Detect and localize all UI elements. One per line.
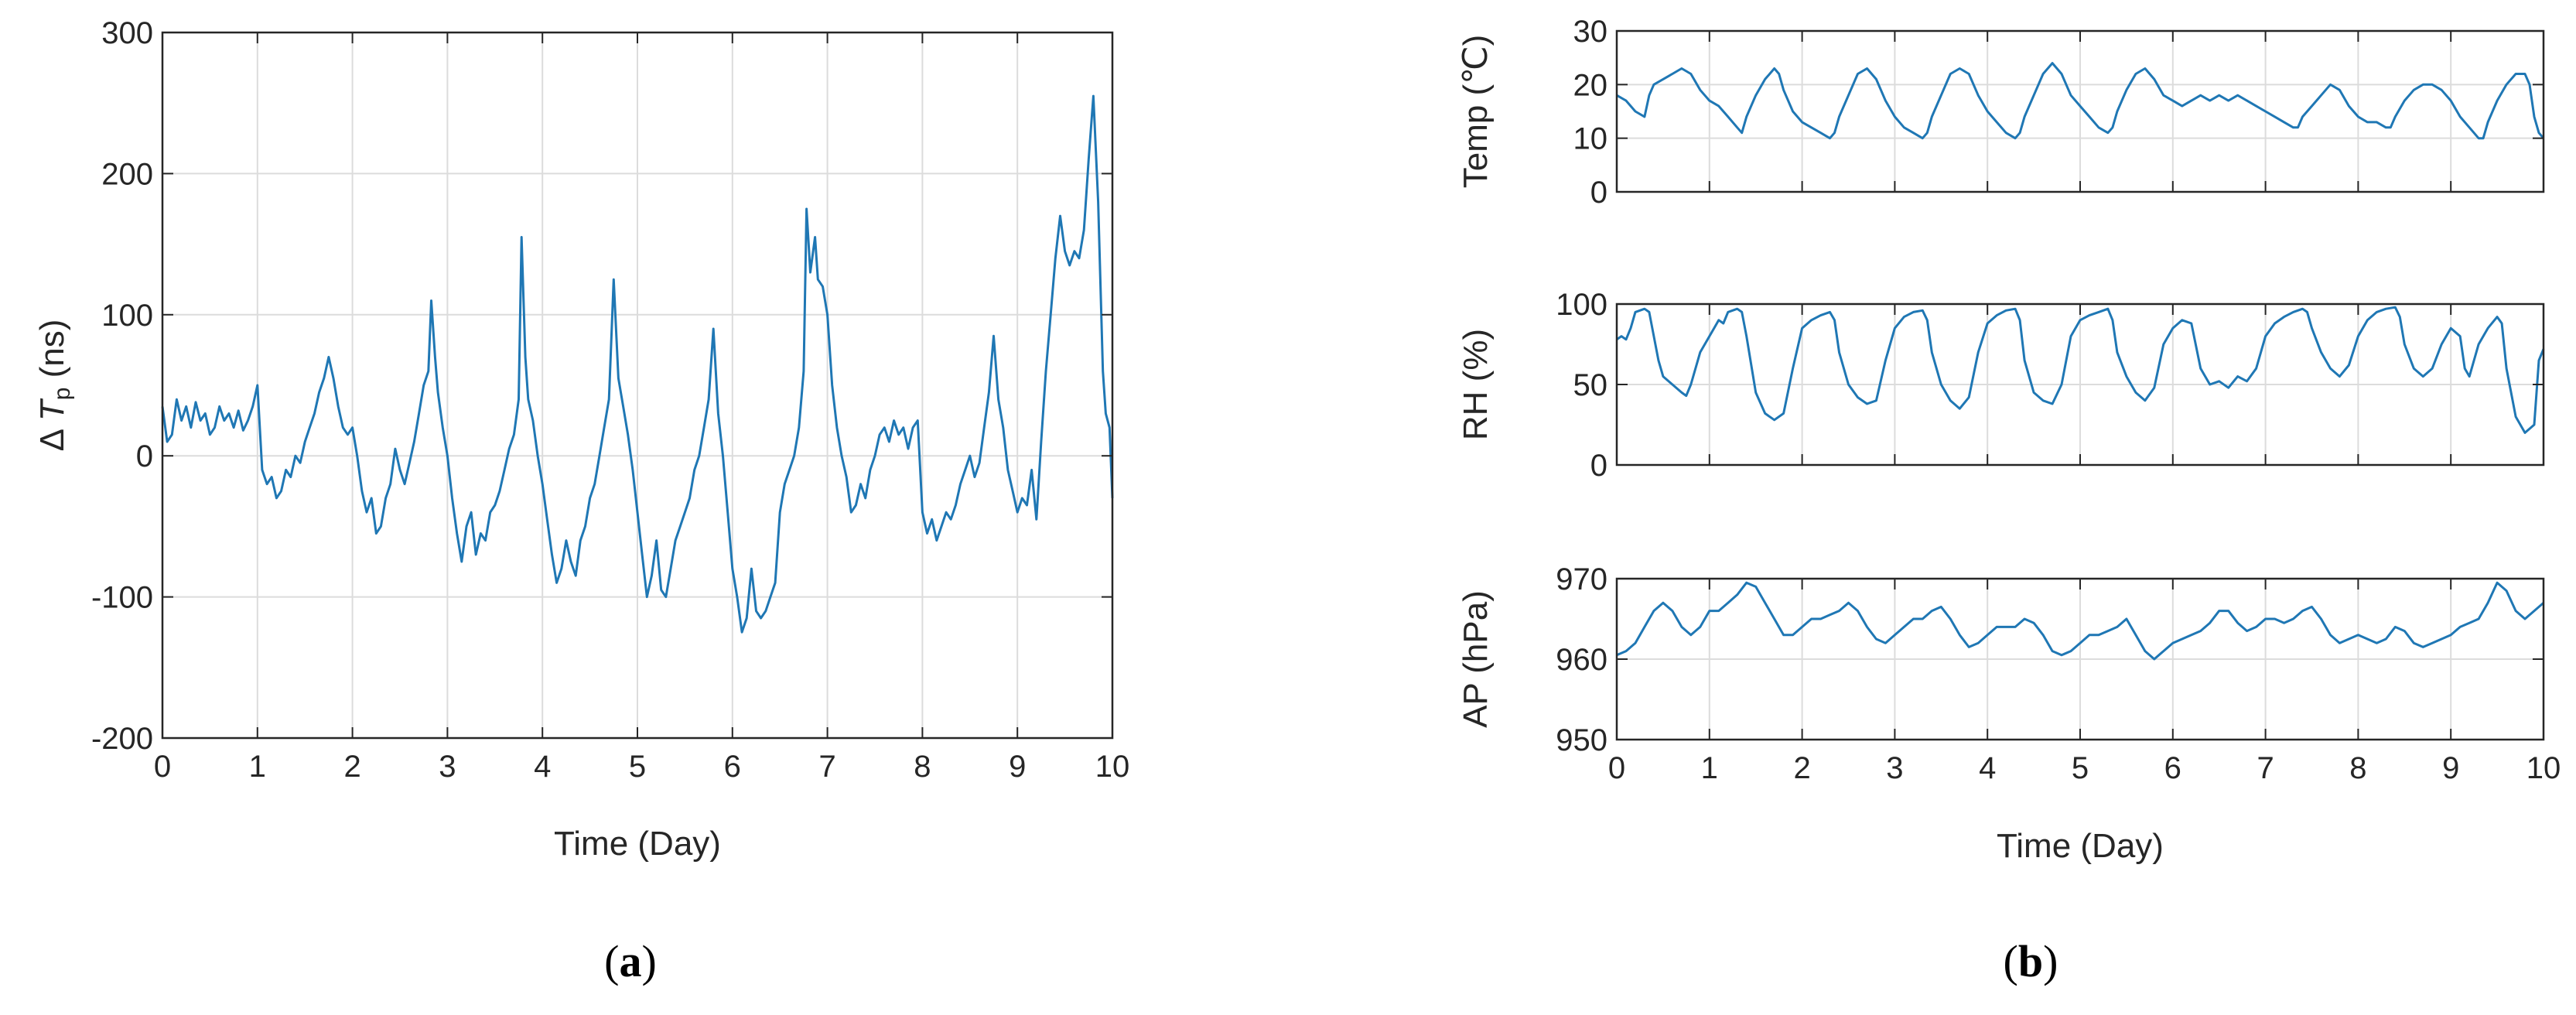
x-axis-label: Time (Day) <box>554 825 721 863</box>
subplot-3: 0 1 2 3 4 5 6 7 8 9 10 950 960 970 AP (hPa) <box>1457 562 2561 785</box>
y-axis-label: Temp (℃) <box>1457 35 1495 189</box>
x-tick-label: 3 <box>439 750 456 784</box>
y-tick-label: 0 <box>1590 176 1607 210</box>
x-tick-label: 10 <box>1095 750 1130 784</box>
x-tick-label: 7 <box>818 750 835 784</box>
panel-label-b: (b) <box>2004 936 2058 986</box>
x-axis-label: Time (Day) <box>1997 827 2164 865</box>
series-line <box>161 94 1114 634</box>
x-tick-label: 10 <box>2526 751 2561 785</box>
y-tick-label: -100 <box>91 581 153 615</box>
y-tick-label: -200 <box>91 722 153 756</box>
y-tick-label: 30 <box>1573 15 1608 49</box>
chart-panel-a: 0 1 2 3 4 5 6 7 8 9 10 -200 -100 0 100 200 300 Time (Day)… <box>33 16 1129 863</box>
y-tick-label: 100 <box>1556 288 1607 322</box>
x-tick-label: 5 <box>629 750 646 784</box>
x-tick-label: 4 <box>1979 751 1996 785</box>
x-tick-label: 6 <box>724 750 741 784</box>
x-tick-label: 8 <box>914 750 931 784</box>
y-tick-label: 10 <box>1573 122 1608 156</box>
x-tick-label: 7 <box>2257 751 2274 785</box>
subplot-1: 0 10 20 30 Temp (℃) <box>1457 15 2545 210</box>
series-line <box>1616 62 2545 140</box>
x-tick-label: 9 <box>1009 750 1026 784</box>
x-tick-label: 0 <box>1608 751 1625 785</box>
x-tick-label: 1 <box>249 750 266 784</box>
x-tick-label: 1 <box>1701 751 1718 785</box>
x-tick-label: 3 <box>1886 751 1903 785</box>
y-tick-label: 20 <box>1573 68 1608 102</box>
x-tick-label: 4 <box>534 750 551 784</box>
x-tick-label: 9 <box>2442 751 2459 785</box>
x-tick-label: 5 <box>2072 751 2089 785</box>
y-axis-label: Δ Tp (ns) <box>33 320 75 452</box>
y-tick-label: 960 <box>1556 643 1607 677</box>
series-line <box>1616 306 2545 434</box>
y-tick-label: 200 <box>101 157 153 191</box>
subplot-2: 0 50 100 RH (%) <box>1457 288 2545 483</box>
y-axis-label: RH (%) <box>1457 329 1495 440</box>
x-tick-label: 8 <box>2349 751 2366 785</box>
panel-label-a: (a) <box>604 936 657 986</box>
series-line <box>1616 581 2544 661</box>
y-axis-label: AP (hPa) <box>1457 590 1495 728</box>
y-tick-label: 100 <box>101 299 153 333</box>
x-tick-label: 6 <box>2164 751 2181 785</box>
x-tick-label: 2 <box>1793 751 1810 785</box>
y-tick-label: 0 <box>136 439 153 473</box>
y-tick-label: 970 <box>1556 562 1607 596</box>
y-tick-label: 300 <box>101 16 153 50</box>
x-tick-label: 0 <box>154 750 171 784</box>
x-tick-label: 2 <box>343 750 360 784</box>
y-tick-label: 0 <box>1590 449 1607 483</box>
y-tick-label: 950 <box>1556 723 1607 757</box>
y-tick-label: 50 <box>1573 368 1608 402</box>
chart-panel-b: 0 10 20 30 Temp (℃) 0 50 100 RH (%) 0 1 2 3 4 5 6 7 8 9 10 9… <box>1457 15 2561 865</box>
